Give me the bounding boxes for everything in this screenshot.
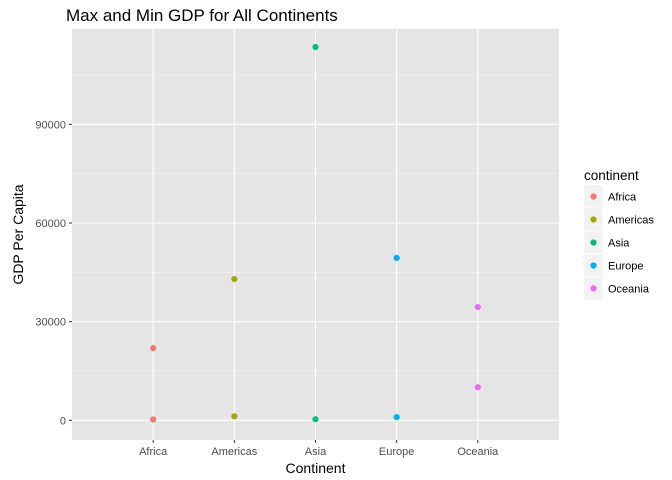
x-tick-label: Oceania	[457, 446, 499, 458]
legend-key-point	[590, 239, 597, 246]
data-point-americas	[231, 275, 238, 283]
data-point-africa	[150, 344, 157, 352]
legend-label: Oceania	[608, 284, 650, 296]
data-point-oceania	[474, 303, 481, 311]
legend-label: Europe	[608, 261, 643, 273]
x-tick-label: Americas	[211, 446, 257, 458]
y-tick-label: 30000	[35, 317, 66, 329]
x-axis: Africa Americas Asia Europe Oceania	[139, 440, 499, 458]
legend-key-point	[590, 216, 597, 223]
data-point-europe	[393, 413, 400, 421]
x-tick-label: Europe	[379, 446, 414, 458]
legend-label: Americas	[608, 215, 654, 227]
y-axis: 0 30000 60000 90000	[35, 119, 72, 427]
legend: continent Africa Americas Asia Europe Oceani…	[583, 168, 654, 301]
chart-title: Max and Min GDP for All Continents	[66, 6, 338, 25]
data-point-oceania	[474, 384, 481, 391]
data-points	[150, 43, 481, 423]
x-tick-label: Asia	[305, 446, 327, 458]
y-tick-label: 0	[60, 415, 66, 427]
y-axis-title: GDP Per Capita	[10, 184, 26, 284]
grid-lines	[72, 29, 559, 440]
legend-key-point	[590, 285, 597, 292]
legend-key-point	[590, 193, 597, 200]
data-point-asia	[312, 43, 319, 51]
legend-label: Asia	[608, 238, 630, 250]
data-point-europe	[393, 254, 400, 262]
data-point-africa	[150, 416, 157, 423]
data-point-americas	[231, 413, 238, 420]
legend-key-point	[590, 262, 597, 269]
y-tick-label: 60000	[35, 218, 66, 230]
x-tick-label: Africa	[139, 446, 168, 458]
data-point-asia	[312, 416, 319, 423]
legend-title: continent	[584, 168, 639, 183]
x-axis-title: Continent	[286, 460, 346, 476]
y-tick-label: 90000	[35, 119, 66, 131]
legend-label: Africa	[608, 192, 637, 204]
